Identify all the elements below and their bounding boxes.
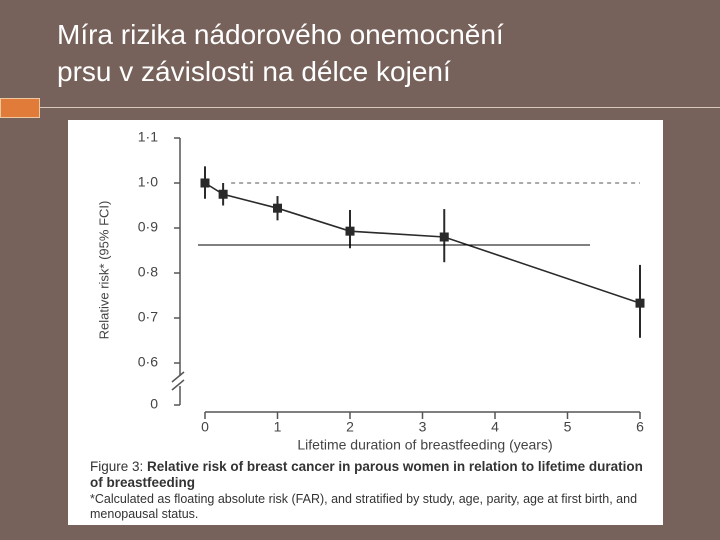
x-axis-label: Lifetime duration of breastfeeding (year… [297, 437, 552, 453]
x-tick-label: 0 [201, 419, 209, 435]
title-line: Míra rizika nádorového onemocnění [57, 19, 504, 50]
footnote: *Calculated as floating absolute risk (F… [90, 492, 638, 521]
data-point [439, 232, 449, 242]
y-tick-label: 1·0 [138, 174, 158, 190]
x-tick-label: 6 [636, 419, 644, 435]
figure-panel [68, 120, 663, 525]
x-tick-label: 3 [419, 419, 427, 435]
x-tick-label: 2 [346, 419, 354, 435]
data-point [273, 203, 282, 213]
y-tick-label: 0·6 [138, 354, 158, 370]
title-line: prsu v závislosti na délce kojení [57, 56, 451, 87]
axis-break [171, 371, 185, 383]
y-tick-label: 0·9 [138, 219, 158, 235]
accent-block [0, 98, 40, 118]
x-tick-label: 1 [274, 419, 282, 435]
axis-break [171, 379, 185, 391]
data-point [200, 178, 210, 188]
caption-label: Figure 3: [90, 459, 144, 474]
accent-rule [40, 107, 720, 108]
y-tick-label: 0·7 [138, 309, 158, 325]
x-tick-label: 4 [491, 419, 499, 435]
data-point [345, 226, 355, 236]
y-tick-label: 0·8 [138, 264, 158, 280]
slide-title: Míra rizika nádorového onemocnění prsu v… [57, 16, 504, 90]
y-tick-label: 0 [150, 396, 158, 412]
data-line [204, 182, 641, 304]
y-tick-label: 1·1 [138, 129, 158, 145]
x-tick-label: 5 [564, 419, 572, 435]
caption-text: Relative risk of breast cancer in parous… [90, 459, 643, 490]
data-point [218, 189, 228, 199]
figure-caption: Figure 3: Relative risk of breast cancer… [90, 459, 655, 522]
y-axis-label: Relative risk* (95% FCI) [96, 201, 111, 340]
data-point [635, 298, 645, 308]
